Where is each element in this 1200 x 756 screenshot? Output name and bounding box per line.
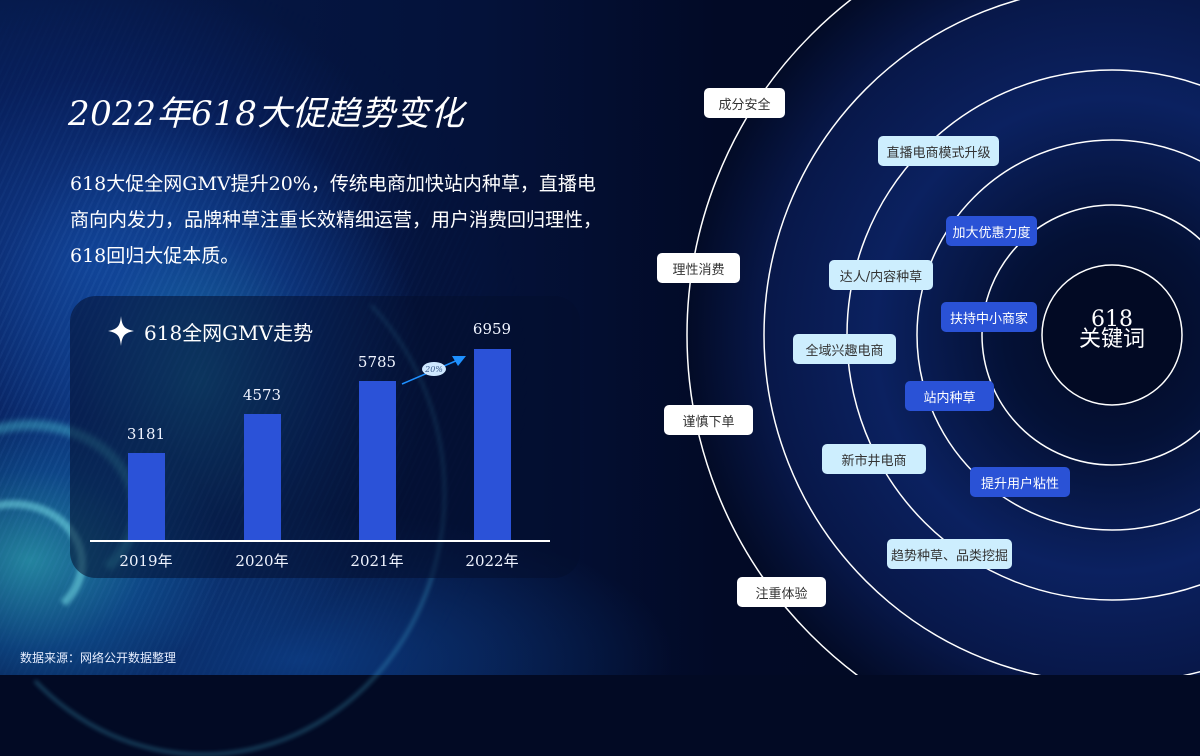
slide-description: 618大促全网GMV提升20%，传统电商加快站内种草，直播电商向内发力，品牌种草… — [70, 173, 603, 267]
bar-value-label: 6959 — [472, 320, 512, 338]
keyword-tag: 注重体验 — [737, 577, 826, 607]
keyword-tag: 提升用户粘性 — [970, 467, 1070, 497]
bar-2022 — [474, 349, 511, 540]
bar-value-label: 5785 — [357, 353, 397, 371]
bar-2020 — [244, 414, 281, 540]
keyword-tag: 站内种草 — [905, 381, 994, 411]
keyword-rings — [686, 0, 1200, 675]
x-axis-label: 2021年 — [350, 552, 404, 570]
bar-value-label: 3181 — [126, 425, 166, 443]
growth-badge: 20% — [422, 362, 446, 376]
keyword-tag: 扶持中小商家 — [941, 302, 1037, 332]
keyword-tag: 全域兴趣电商 — [793, 334, 896, 364]
keyword-tag: 达人/内容种草 — [829, 260, 933, 290]
keyword-tag: 成分安全 — [704, 88, 785, 118]
slide-title: 2022年618大促趋势变化 — [68, 94, 465, 134]
x-axis-line — [90, 540, 550, 542]
keyword-tag: 趋势种草、品类挖掘 — [887, 539, 1012, 569]
bar-2021 — [359, 381, 396, 540]
sparkle-icon — [108, 316, 134, 346]
keyword-tag: 加大优惠力度 — [946, 216, 1037, 246]
keyword-tag: 谨慎下单 — [664, 405, 753, 435]
keyword-tag: 理性消费 — [657, 253, 740, 283]
keyword-tag: 新市井电商 — [822, 444, 926, 474]
x-axis-label: 2020年 — [235, 552, 289, 570]
bar-value-label: 4573 — [242, 386, 282, 404]
bar-2019 — [128, 453, 165, 540]
data-source-note: 数据来源：网络公开数据整理 — [20, 651, 177, 665]
x-axis-label: 2022年 — [465, 552, 519, 570]
keyword-tag: 直播电商模式升级 — [878, 136, 999, 166]
x-axis-label: 2019年 — [119, 552, 173, 570]
center-label-text: 关键词 — [1078, 327, 1145, 352]
chart-title-text: 618全网GMV走势 — [144, 320, 314, 345]
chart-title: 618全网GMV走势 — [108, 316, 313, 346]
center-label-number: 618 — [1091, 307, 1133, 332]
keywords-center-label: 618 关键词 — [1052, 307, 1172, 352]
